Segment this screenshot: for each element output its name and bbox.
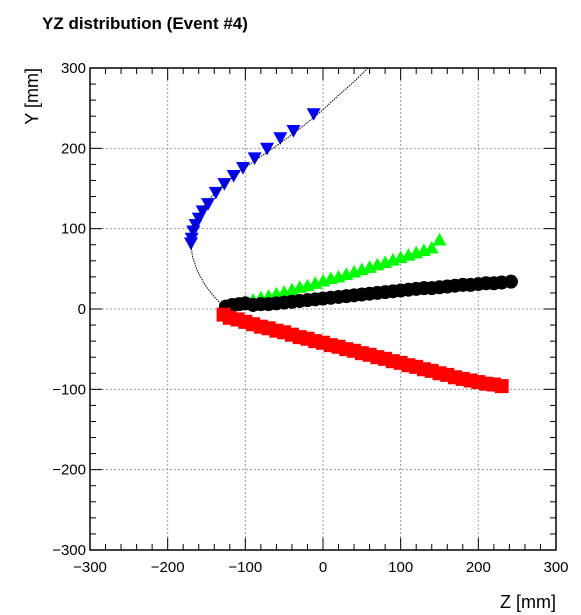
- y-tick-label: 300: [61, 60, 86, 77]
- x-tick-label: 200: [466, 559, 491, 576]
- y-tick-label: −300: [52, 542, 86, 559]
- x-tick-label: 0: [319, 559, 327, 576]
- data-series: [183, 67, 518, 394]
- x-tick-label: 100: [388, 559, 413, 576]
- data-point-triangle-down: [195, 205, 210, 218]
- y-tick-label: 0: [78, 301, 86, 318]
- axis-ticks: −300 −200 −100 0 100 200 300 −300 −200 −100 0 100 20…: [52, 60, 568, 576]
- data-point-triangle-down: [236, 162, 251, 175]
- data-point-triangle-down: [286, 125, 301, 138]
- data-point-triangle-down: [260, 142, 275, 156]
- y-tick-label: −100: [52, 381, 86, 398]
- data-point-triangle-down: [247, 152, 262, 165]
- y-tick-label: 200: [61, 140, 86, 157]
- data-point-square: [494, 379, 509, 394]
- data-point-triangle-down: [273, 132, 288, 145]
- grid-lines: [90, 68, 556, 550]
- data-point-triangle-down: [208, 186, 223, 200]
- y-axis-label: Y [mm]: [22, 68, 42, 125]
- data-point-triangle-up: [424, 240, 439, 254]
- x-tick-label: 300: [543, 559, 568, 576]
- data-point-triangle-down: [191, 212, 206, 226]
- data-point-triangle-down: [186, 225, 201, 239]
- data-point-triangle-down: [306, 108, 321, 121]
- trajectory-curve: [190, 67, 369, 309]
- y-tick-label: 100: [61, 221, 86, 238]
- x-tick-label: −300: [73, 559, 107, 576]
- y-tick-label: −200: [52, 462, 86, 479]
- x-tick-label: −200: [151, 559, 185, 576]
- x-tick-label: −100: [228, 559, 262, 576]
- data-point-triangle-up: [432, 232, 447, 246]
- x-axis-label: Z [mm]: [500, 592, 556, 612]
- data-point-circle: [503, 274, 518, 289]
- chart-title: YZ distribution (Event #4): [42, 14, 248, 33]
- data-point-triangle-down: [201, 198, 216, 211]
- data-point-triangle-down: [188, 219, 203, 232]
